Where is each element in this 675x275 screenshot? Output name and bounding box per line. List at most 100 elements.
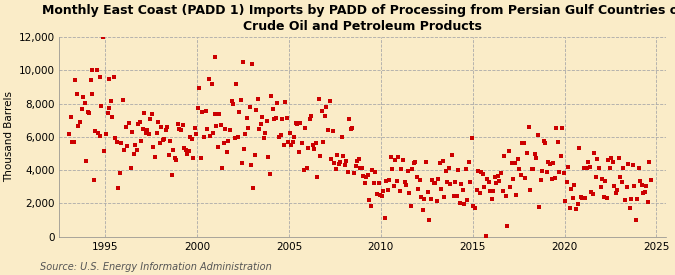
Point xyxy=(159,137,169,142)
Point xyxy=(230,136,240,141)
Point xyxy=(399,180,410,185)
Point xyxy=(110,136,121,141)
Point xyxy=(234,110,244,114)
Point xyxy=(292,122,303,127)
Point xyxy=(462,198,472,202)
Point xyxy=(275,133,286,137)
Point xyxy=(332,152,343,157)
Point xyxy=(226,99,237,103)
Point xyxy=(424,218,435,222)
Point xyxy=(471,188,482,192)
Point xyxy=(632,197,643,201)
Point xyxy=(124,121,134,125)
Point xyxy=(68,140,79,145)
Point xyxy=(589,151,600,156)
Point xyxy=(244,105,255,109)
Point xyxy=(517,141,528,145)
Point xyxy=(290,121,301,125)
Point xyxy=(601,196,612,200)
Point xyxy=(528,167,539,171)
Point xyxy=(353,157,364,161)
Point xyxy=(539,139,549,143)
Point xyxy=(190,126,200,130)
Point xyxy=(470,206,481,210)
Point xyxy=(385,155,396,159)
Point xyxy=(443,166,454,170)
Point xyxy=(451,194,462,198)
Point xyxy=(340,163,350,167)
Point xyxy=(99,149,110,153)
Point xyxy=(133,122,144,126)
Point xyxy=(307,143,318,147)
Point xyxy=(433,177,443,181)
Point xyxy=(477,171,488,176)
Point xyxy=(173,122,184,126)
Point xyxy=(140,130,151,135)
Point xyxy=(148,145,159,150)
Point xyxy=(610,191,621,195)
Point xyxy=(599,179,610,183)
Point xyxy=(215,123,226,127)
Point xyxy=(197,110,208,115)
Point xyxy=(209,112,220,116)
Point xyxy=(137,126,148,131)
Point xyxy=(549,176,560,180)
Point xyxy=(238,60,248,64)
Point xyxy=(615,174,626,179)
Point xyxy=(350,164,361,168)
Point xyxy=(213,145,223,150)
Point xyxy=(641,183,652,188)
Point xyxy=(557,126,568,131)
Point xyxy=(161,128,171,132)
Point xyxy=(246,163,257,167)
Point xyxy=(618,166,629,170)
Point xyxy=(638,191,649,195)
Point xyxy=(587,191,598,196)
Point xyxy=(165,138,176,143)
Point xyxy=(240,131,250,136)
Point xyxy=(491,181,502,186)
Point xyxy=(344,116,355,121)
Point xyxy=(214,112,225,116)
Point xyxy=(300,126,310,131)
Point xyxy=(644,159,655,164)
Point xyxy=(194,86,205,90)
Point xyxy=(162,125,173,130)
Point xyxy=(295,120,306,125)
Point xyxy=(225,127,236,132)
Point xyxy=(481,234,491,238)
Point xyxy=(247,62,258,66)
Point xyxy=(130,142,140,147)
Point xyxy=(64,131,75,136)
Point xyxy=(358,174,369,178)
Point xyxy=(414,178,425,182)
Point xyxy=(485,189,495,193)
Point xyxy=(540,141,551,146)
Point xyxy=(236,98,246,103)
Point xyxy=(556,154,566,158)
Point xyxy=(125,166,136,170)
Point xyxy=(182,152,192,156)
Point xyxy=(211,123,221,128)
Point xyxy=(614,156,624,160)
Point xyxy=(180,147,191,152)
Point xyxy=(505,185,516,190)
Point xyxy=(266,94,277,98)
Point xyxy=(622,162,633,166)
Point xyxy=(541,170,552,175)
Point xyxy=(529,152,540,156)
Point xyxy=(121,124,132,129)
Point xyxy=(186,137,197,142)
Point xyxy=(355,166,366,170)
Point xyxy=(547,161,558,165)
Point xyxy=(296,141,307,145)
Point xyxy=(151,131,162,136)
Point xyxy=(73,124,84,128)
Point xyxy=(91,68,102,73)
Point xyxy=(576,196,587,200)
Point xyxy=(185,135,196,139)
Point xyxy=(569,183,580,188)
Point xyxy=(153,120,163,124)
Point xyxy=(198,135,209,139)
Point xyxy=(514,167,524,171)
